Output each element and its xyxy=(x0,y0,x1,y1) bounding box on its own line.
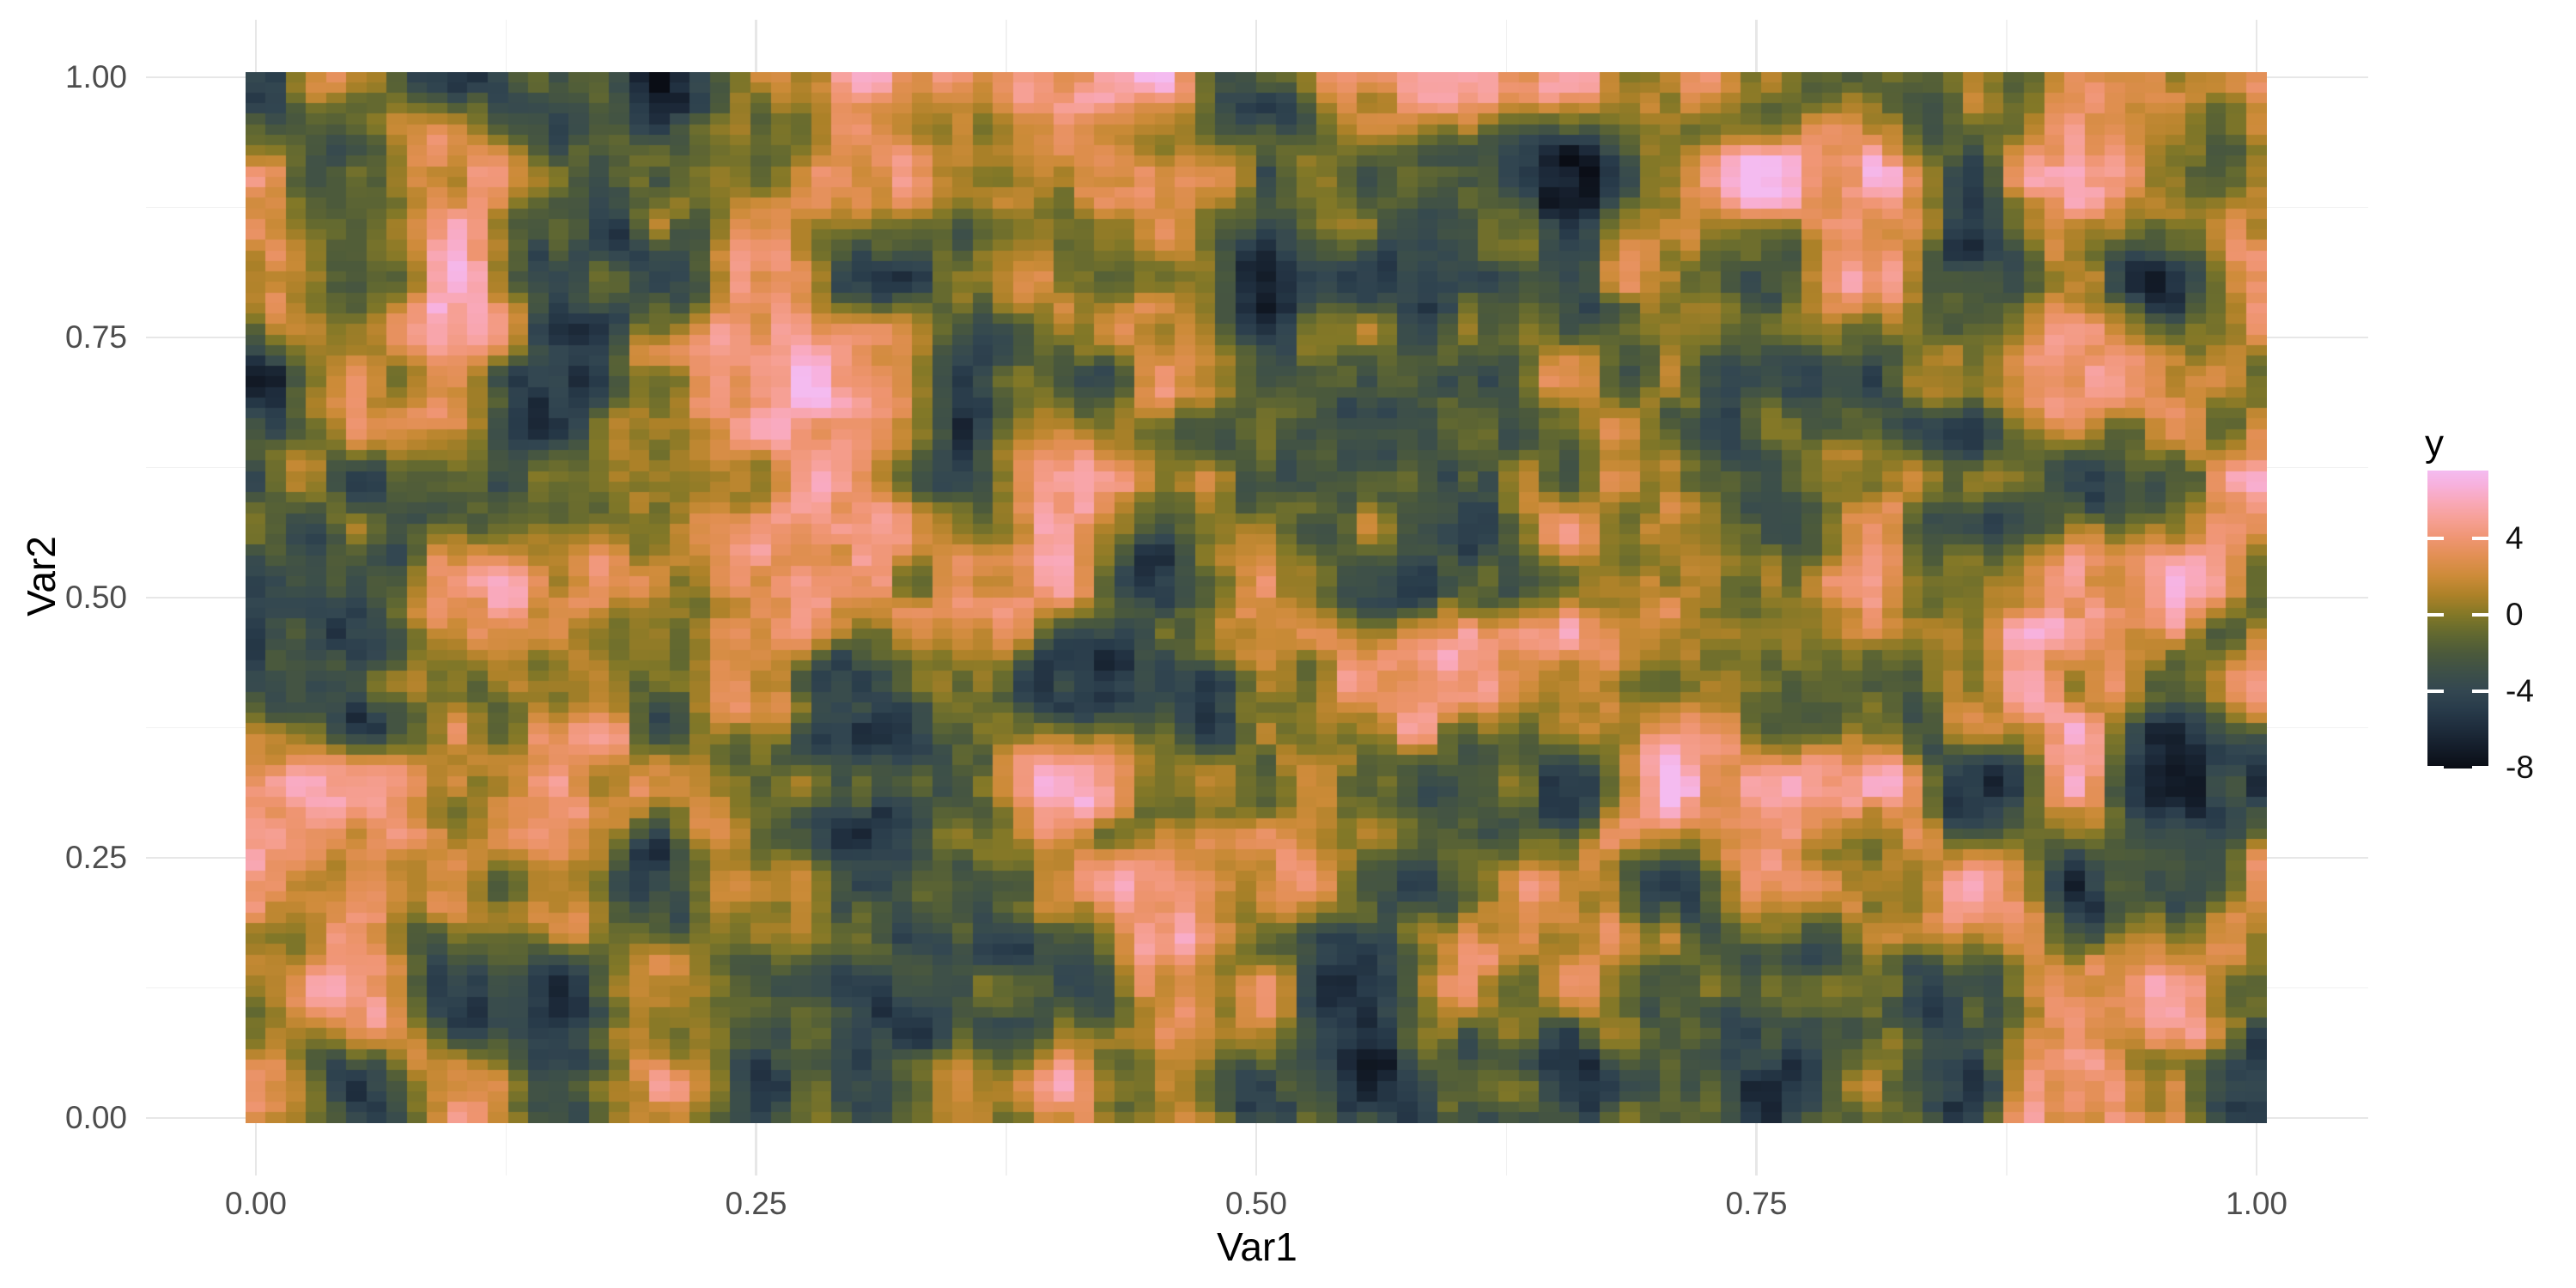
colorbar-tick xyxy=(2427,765,2444,769)
colorbar-tick-label: -4 xyxy=(2506,672,2534,708)
y-tick-label: 1.00 xyxy=(64,59,127,94)
colorbar-tick xyxy=(2427,689,2444,693)
colorbar-tick xyxy=(2472,765,2488,769)
colorbar-tick xyxy=(2427,537,2444,541)
colorbar-tick xyxy=(2472,689,2488,693)
x-axis-title: Var1 xyxy=(1217,1224,1297,1269)
colorbar-tick-label: 0 xyxy=(2506,596,2524,632)
y-tick-label: 0.75 xyxy=(64,319,127,355)
y-tick-label: 0.00 xyxy=(64,1100,127,1135)
heatmap-raster xyxy=(246,72,2267,1123)
x-tick-label: 0.00 xyxy=(224,1186,288,1221)
colorbar-tick xyxy=(2472,612,2488,617)
x-tick-label: 0.50 xyxy=(1224,1186,1288,1221)
x-tick-label: 1.00 xyxy=(2225,1186,2288,1221)
colorbar-tick xyxy=(2427,612,2444,617)
y-tick-label: 0.25 xyxy=(64,840,127,875)
colorbar xyxy=(2427,471,2488,769)
colorbar-tick-label: 4 xyxy=(2506,520,2524,556)
y-tick-label: 0.50 xyxy=(64,580,127,615)
legend-title: y xyxy=(2425,422,2444,465)
x-tick-label: 0.75 xyxy=(1725,1186,1788,1221)
colorbar-tick xyxy=(2472,537,2488,541)
colorbar-tick-label: -8 xyxy=(2506,749,2534,785)
x-tick-label: 0.25 xyxy=(725,1186,787,1221)
y-axis-title: Var2 xyxy=(19,536,64,617)
